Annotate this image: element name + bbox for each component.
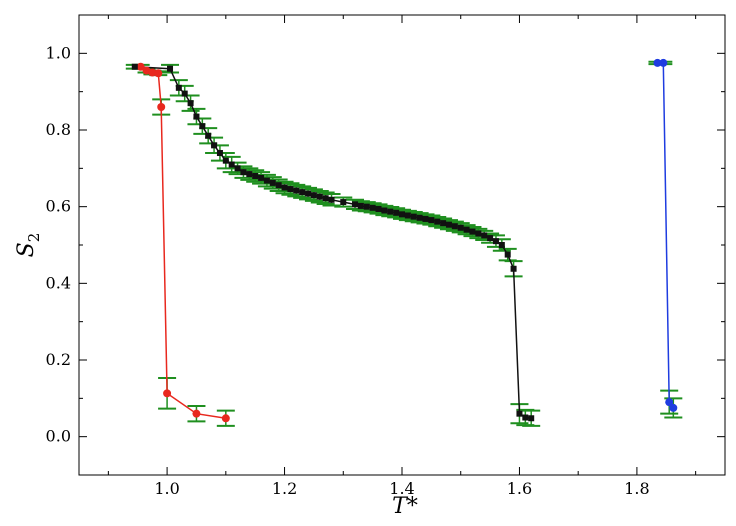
data-point: [516, 410, 523, 417]
data-point: [322, 195, 329, 202]
y-tick-label: 0.0: [46, 427, 71, 446]
data-point: [305, 190, 312, 197]
data-point: [216, 150, 223, 156]
data-point: [463, 226, 470, 233]
data-point: [504, 251, 511, 258]
data-point: [375, 205, 382, 212]
data-point: [340, 199, 347, 206]
data-point: [451, 223, 458, 230]
error-bars: [125, 60, 683, 427]
data-point: [263, 177, 270, 184]
data-point: [475, 230, 482, 237]
data-point: [131, 63, 138, 70]
data-point: [258, 174, 265, 181]
series-line: [140, 66, 226, 420]
data-point: [669, 403, 678, 412]
y-axis-title-subscript: 2: [25, 233, 43, 243]
data-point: [222, 157, 229, 164]
data-point: [481, 232, 488, 239]
data-point: [187, 100, 194, 107]
data-point: [154, 69, 163, 78]
data-point: [363, 203, 370, 210]
data-point: [269, 179, 276, 186]
svg-text:S2: S2: [14, 233, 43, 258]
data-point: [299, 189, 306, 196]
y-axis-title-main: S: [14, 242, 39, 257]
data-point: [240, 169, 247, 176]
y-axis-title: S2: [14, 233, 43, 258]
data-point: [498, 242, 505, 248]
data-point: [193, 113, 200, 120]
data-point: [428, 217, 435, 224]
data-point: [234, 165, 241, 172]
data-point: [522, 414, 529, 421]
x-tick-label: 1.2: [272, 479, 297, 498]
data-point: [316, 193, 323, 200]
data-point: [228, 161, 235, 168]
x-tick-label: 1.6: [507, 479, 532, 498]
data-point: [157, 103, 166, 111]
x-tick-labels: 1.0 1.2 1.4 1.6 1.8: [154, 479, 649, 498]
data-point: [487, 235, 494, 242]
data-point: [665, 398, 674, 407]
data-point: [221, 414, 230, 423]
tick-marks: [79, 14, 725, 476]
data-point: [211, 142, 218, 149]
y-tick-labels: 0.0 0.2 0.4 0.6 0.8 1.0: [46, 43, 71, 445]
data-point: [167, 65, 174, 72]
y-tick-label: 0.6: [46, 197, 71, 216]
x-tick-label: 1.4: [389, 479, 414, 498]
data-point: [528, 415, 535, 422]
data-point: [422, 215, 429, 222]
data-point: [199, 123, 206, 130]
data-point: [434, 218, 441, 225]
data-point: [357, 202, 364, 209]
data-point: [381, 207, 388, 214]
data-point: [293, 187, 300, 194]
plot-frame: [78, 14, 726, 476]
series-lines: [134, 62, 674, 420]
data-point: [192, 409, 201, 418]
data-point: [205, 132, 212, 139]
data-point: [653, 58, 662, 67]
data-point: [469, 228, 476, 235]
data-point: [404, 212, 411, 219]
x-tick-label: 1.0: [154, 479, 179, 498]
data-point: [252, 173, 259, 179]
data-point: [440, 220, 447, 227]
x-axis-title: T*: [392, 494, 418, 519]
y-tick-label: 1.0: [46, 43, 71, 62]
data-point: [287, 186, 294, 193]
data-point: [136, 62, 145, 71]
y-tick-label: 0.8: [46, 120, 71, 139]
y-tick-label: 0.2: [46, 350, 71, 369]
data-point: [416, 214, 423, 221]
data-point: [410, 213, 417, 220]
data-point: [457, 224, 464, 231]
data-point: [163, 389, 172, 398]
data-point: [492, 238, 499, 245]
data-point: [393, 209, 400, 216]
data-point: [281, 184, 288, 191]
data-point: [175, 84, 182, 91]
data-point: [369, 204, 376, 211]
data-point: [328, 196, 335, 203]
x-tick-label: 1.8: [624, 479, 649, 498]
data-points: [131, 58, 678, 423]
series-line: [657, 62, 674, 409]
data-point: [399, 211, 405, 218]
data-point: [310, 192, 317, 199]
data-point: [352, 201, 359, 208]
data-point: [181, 90, 188, 97]
data-point: [510, 265, 517, 272]
data-point: [148, 68, 157, 77]
y-tick-label: 0.4: [46, 273, 71, 292]
data-point: [387, 208, 394, 215]
data-point: [246, 171, 253, 178]
data-point: [659, 58, 668, 67]
data-point: [445, 221, 452, 228]
data-point: [275, 182, 282, 189]
